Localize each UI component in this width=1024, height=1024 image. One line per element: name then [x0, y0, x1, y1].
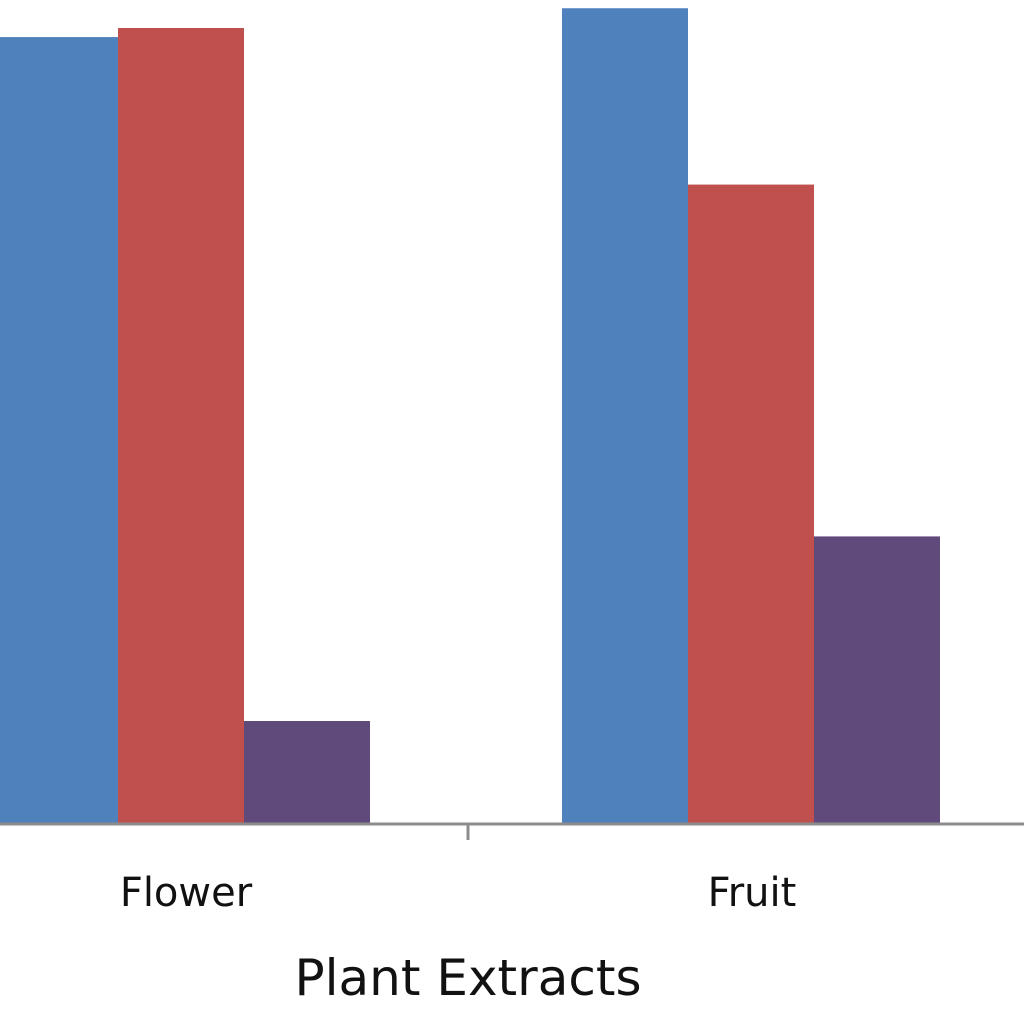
x-tick-labels-layer: Flower Fruit — [120, 870, 797, 916]
bar-flower-series-3 — [244, 721, 370, 824]
x-tick-label-flower: Flower — [120, 870, 253, 916]
bar-fruit-series-3 — [814, 536, 940, 824]
bars-layer — [0, 8, 940, 825]
x-tick-label-fruit: Fruit — [708, 870, 797, 916]
bar-fruit-series-1 — [562, 8, 688, 825]
bar-fruit-series-2 — [688, 184, 814, 825]
bar-flower-series-1 — [0, 37, 118, 824]
x-axis-title: Plant Extracts — [295, 949, 642, 1007]
bar-flower-series-2 — [118, 28, 244, 825]
